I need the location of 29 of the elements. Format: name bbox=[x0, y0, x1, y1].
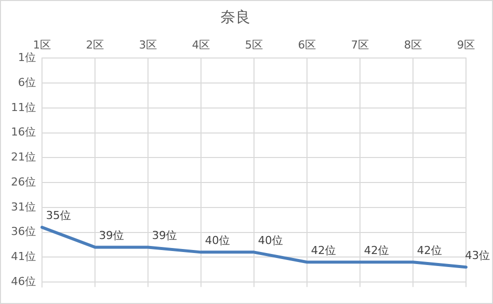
data-label: 40位 bbox=[258, 234, 283, 248]
y-tick-label: 6位 bbox=[18, 76, 36, 89]
data-label: 40位 bbox=[205, 234, 230, 248]
y-tick-label: 16位 bbox=[10, 126, 36, 139]
x-tick-label: 3区 bbox=[139, 38, 157, 52]
x-tick-label: 1区 bbox=[32, 38, 51, 52]
y-tick-label: 46位 bbox=[10, 274, 36, 288]
y-tick-label: 26位 bbox=[10, 175, 36, 188]
data-label: 39位 bbox=[152, 229, 177, 242]
x-tick-label: 8区 bbox=[404, 38, 422, 52]
data-label: 42位 bbox=[311, 244, 336, 257]
y-tick-label: 21位 bbox=[10, 150, 36, 164]
data-label: 39位 bbox=[98, 229, 124, 242]
x-tick-label: 7区 bbox=[351, 38, 369, 52]
data-label: 35位 bbox=[46, 209, 71, 222]
x-tick-label: 9区 bbox=[457, 38, 475, 52]
chart-title: 奈良 bbox=[220, 8, 250, 26]
data-label: 42位 bbox=[417, 244, 442, 257]
y-tick-label: 1位 bbox=[18, 51, 36, 64]
data-label: 42位 bbox=[364, 244, 389, 257]
x-tick-label: 2区 bbox=[86, 38, 104, 52]
y-tick-label: 41位 bbox=[10, 250, 36, 264]
x-tick-label: 4区 bbox=[192, 38, 210, 52]
x-tick-label: 5区 bbox=[245, 38, 263, 52]
x-tick-label: 6区 bbox=[298, 38, 316, 52]
y-tick-label: 36位 bbox=[10, 225, 36, 238]
data-label: 43位 bbox=[465, 248, 490, 262]
y-tick-label: 31位 bbox=[10, 200, 36, 214]
y-tick-label: 11位 bbox=[10, 100, 36, 114]
